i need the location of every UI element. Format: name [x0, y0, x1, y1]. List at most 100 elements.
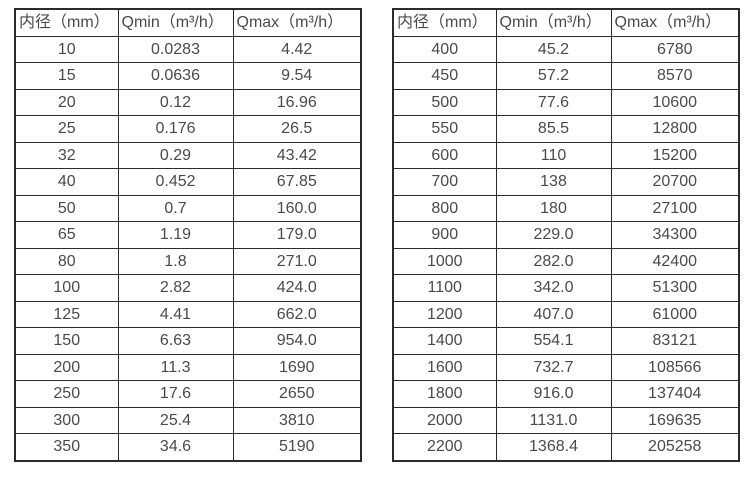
- table-cell: 2200: [392, 433, 497, 461]
- table-cell: 1200: [392, 300, 497, 328]
- table-cell: 61000: [610, 300, 740, 328]
- table-row: 100 2.82 424.0: [14, 274, 362, 302]
- table-cell: 3810: [232, 406, 362, 434]
- table-cell: 180: [495, 194, 612, 222]
- table-cell: 0.176: [117, 115, 234, 143]
- table-cell: 138: [495, 168, 612, 196]
- table-row: 600 110 15200: [392, 141, 740, 169]
- table-row: 800 180 27100: [392, 194, 740, 222]
- table-cell: 10: [14, 35, 119, 63]
- table-row: 1000 282.0 42400: [392, 247, 740, 275]
- table-row: 1400 554.1 83121: [392, 327, 740, 355]
- table-row: 400 45.2 6780: [392, 35, 740, 63]
- table-row: 80 1.8 271.0: [14, 247, 362, 275]
- table-cell: 137404: [610, 380, 740, 408]
- table-cell: 0.0636: [117, 62, 234, 90]
- table-cell: 16.96: [232, 88, 362, 116]
- table-cell: 77.6: [495, 88, 612, 116]
- table-cell: 450: [392, 62, 497, 90]
- table-cell: 85.5: [495, 115, 612, 143]
- table-cell: 800: [392, 194, 497, 222]
- col-header-qmin: Qmin（m³/h）: [117, 8, 234, 37]
- table-cell: 27100: [610, 194, 740, 222]
- table-cell: 40: [14, 168, 119, 196]
- table-cell: 2.82: [117, 274, 234, 302]
- table-row: 15 0.0636 9.54: [14, 62, 362, 90]
- table-cell: 424.0: [232, 274, 362, 302]
- table-cell: 350: [14, 433, 119, 461]
- table-row: 1800 916.0 137404: [392, 380, 740, 408]
- table-cell: 26.5: [232, 115, 362, 143]
- table-cell: 300: [14, 406, 119, 434]
- table-cell: 0.29: [117, 141, 234, 169]
- table-cell: 1368.4: [495, 433, 612, 461]
- table-cell: 51300: [610, 274, 740, 302]
- table-row: 300 25.4 3810: [14, 406, 362, 434]
- flow-table-right: 内径（mm） Qmin（m³/h） Qmax（m³/h） 400 45.2 6780…: [392, 8, 740, 462]
- table-row: 20 0.12 16.96: [14, 88, 362, 116]
- table-cell: 554.1: [495, 327, 612, 355]
- table-cell: 125: [14, 300, 119, 328]
- col-header-qmin: Qmin（m³/h）: [495, 8, 612, 37]
- table-row: 10 0.0283 4.42: [14, 35, 362, 63]
- table-cell: 954.0: [232, 327, 362, 355]
- table-cell: 229.0: [495, 221, 612, 249]
- table-row: 65 1.19 179.0: [14, 221, 362, 249]
- table-cell: 732.7: [495, 353, 612, 381]
- table-cell: 9.54: [232, 62, 362, 90]
- table-cell: 34.6: [117, 433, 234, 461]
- flow-table-left: 内径（mm） Qmin（m³/h） Qmax（m³/h） 10 0.0283 4.4…: [14, 8, 362, 462]
- table-cell: 2650: [232, 380, 362, 408]
- table-cell: 1100: [392, 274, 497, 302]
- table-cell: 662.0: [232, 300, 362, 328]
- table-cell: 407.0: [495, 300, 612, 328]
- table-row: 32 0.29 43.42: [14, 141, 362, 169]
- table-body-right: 400 45.2 6780 450 57.2 8570 500 77.6 10600 550 85.…: [392, 35, 740, 461]
- table-cell: 150: [14, 327, 119, 355]
- table-cell: 916.0: [495, 380, 612, 408]
- table-cell: 12800: [610, 115, 740, 143]
- table-row: 150 6.63 954.0: [14, 327, 362, 355]
- table-row: 550 85.5 12800: [392, 115, 740, 143]
- table-cell: 17.6: [117, 380, 234, 408]
- table-cell: 6780: [610, 35, 740, 63]
- table-cell: 1600: [392, 353, 497, 381]
- table-row: 900 229.0 34300: [392, 221, 740, 249]
- table-cell: 11.3: [117, 353, 234, 381]
- table-cell: 1.19: [117, 221, 234, 249]
- table-row: 25 0.176 26.5: [14, 115, 362, 143]
- table-cell: 42400: [610, 247, 740, 275]
- table-cell: 0.7: [117, 194, 234, 222]
- table-row: 250 17.6 2650: [14, 380, 362, 408]
- table-row: 1200 407.0 61000: [392, 300, 740, 328]
- col-header-qmax: Qmax（m³/h）: [232, 8, 362, 37]
- table-row: 450 57.2 8570: [392, 62, 740, 90]
- table-cell: 342.0: [495, 274, 612, 302]
- table-row: 1600 732.7 108566: [392, 353, 740, 381]
- table-cell: 45.2: [495, 35, 612, 63]
- table-cell: 1690: [232, 353, 362, 381]
- table-row: 200 11.3 1690: [14, 353, 362, 381]
- table-row: 350 34.6 5190: [14, 433, 362, 461]
- table-cell: 1.8: [117, 247, 234, 275]
- table-cell: 900: [392, 221, 497, 249]
- table-row: 40 0.452 67.85: [14, 168, 362, 196]
- table-body-left: 10 0.0283 4.42 15 0.0636 9.54 20 0.12 16.96 25 0.1…: [14, 35, 362, 461]
- table-cell: 0.12: [117, 88, 234, 116]
- header-row: 内径（mm） Qmin（m³/h） Qmax（m³/h）: [14, 8, 362, 37]
- table-cell: 600: [392, 141, 497, 169]
- table-cell: 50: [14, 194, 119, 222]
- table-cell: 169635: [610, 406, 740, 434]
- table-cell: 282.0: [495, 247, 612, 275]
- table-cell: 271.0: [232, 247, 362, 275]
- table-cell: 25: [14, 115, 119, 143]
- table-cell: 1800: [392, 380, 497, 408]
- table-row: 125 4.41 662.0: [14, 300, 362, 328]
- table-cell: 4.41: [117, 300, 234, 328]
- table-cell: 500: [392, 88, 497, 116]
- table-cell: 65: [14, 221, 119, 249]
- col-header-diameter: 内径（mm）: [14, 8, 119, 37]
- col-header-diameter: 内径（mm）: [392, 8, 497, 37]
- table-cell: 32: [14, 141, 119, 169]
